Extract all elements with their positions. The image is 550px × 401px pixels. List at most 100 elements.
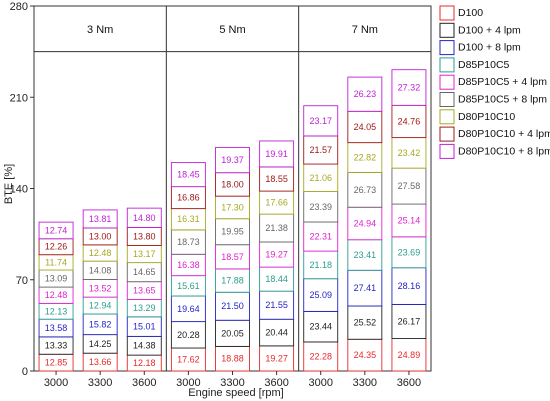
bar-segment [259, 213, 295, 243]
segment-label: 13.29 [133, 303, 156, 313]
bar-segment [215, 218, 250, 246]
segment-label: 26.23 [354, 89, 377, 99]
segment-label: 22.31 [309, 232, 332, 242]
segment-label: 12.48 [45, 290, 68, 300]
bar-segment [391, 167, 427, 205]
y-tick-label: 210 [10, 92, 28, 104]
legend-label: D85P10C5 + 8 lpm [458, 94, 547, 106]
bar-segment [347, 239, 383, 271]
bar-segment [259, 241, 295, 268]
segment-label: 18.44 [265, 274, 288, 284]
legend-label: D100 + 4 lpm [458, 24, 521, 36]
x-tick-label: 3000 [308, 377, 332, 389]
segment-label: 23.44 [309, 322, 332, 332]
bar-segment [347, 76, 383, 112]
bar-segment [303, 310, 339, 343]
segment-label: 20.44 [265, 328, 288, 338]
bar-segment [259, 345, 295, 372]
x-tick-label: 3300 [220, 377, 244, 389]
x-tick-label: 3600 [132, 377, 156, 389]
group-title: 5 Nm [219, 24, 245, 36]
segment-label: 23.41 [354, 250, 377, 260]
segment-label: 24.05 [354, 122, 377, 132]
legend-label: D100 [458, 7, 483, 19]
segment-label: 15.01 [133, 322, 156, 332]
segment-label: 14.65 [133, 267, 156, 277]
segment-label: 18.45 [177, 170, 200, 180]
bar-segment [391, 137, 427, 169]
segment-label: 18.55 [265, 174, 288, 184]
segment-label: 14.80 [133, 213, 156, 223]
bar-segment [170, 321, 206, 349]
legend-label: D80P10C10 + 8 lpm [458, 145, 550, 157]
bar-segment [259, 166, 295, 192]
segment-label: 18.88 [221, 354, 244, 364]
bar-segment [303, 105, 339, 137]
segment-label: 13.80 [133, 231, 156, 241]
segment-label: 14.08 [89, 265, 112, 275]
legend-swatch [439, 57, 455, 73]
legend-label: D80P10C10 + 4 lpm [458, 128, 550, 140]
segment-label: 14.25 [89, 339, 112, 349]
segment-label: 23.42 [398, 148, 421, 158]
segment-label: 26.17 [398, 316, 421, 326]
segment-label: 16.86 [177, 193, 200, 203]
x-axis-title: Engine speed [rpm] [188, 387, 283, 399]
x-tick-label: 3000 [44, 377, 68, 389]
x-tick-label: 3300 [353, 377, 377, 389]
segment-label: 21.57 [309, 145, 332, 155]
plot-area: 3 Nm 5 Nm 7 Nm 0 70 140 210 280 12.85 13.33 13.58 1… [10, 1, 432, 389]
bar-segment [391, 338, 427, 372]
x-tick-label: 3600 [264, 377, 288, 389]
bar-segment [391, 267, 427, 305]
segment-label: 17.66 [265, 198, 288, 208]
y-axis-title: BTE [%] [3, 164, 15, 204]
bar-segment [170, 229, 206, 255]
bar-segment [303, 250, 339, 280]
segment-label: 23.69 [398, 247, 421, 257]
x-tick-label: 3000 [176, 377, 200, 389]
bar-segment [215, 244, 250, 270]
segment-label: 12.18 [133, 358, 156, 368]
bar-segment [347, 269, 383, 307]
y-tick-label: 280 [10, 1, 28, 13]
segment-label: 27.41 [354, 283, 377, 293]
segment-label: 11.74 [45, 257, 67, 267]
segment-label: 12.48 [89, 248, 112, 258]
x-tick-label: 3600 [397, 377, 421, 389]
segment-label: 24.94 [354, 218, 377, 228]
segment-label: 13.66 [89, 357, 112, 367]
group-title: 3 Nm [87, 24, 113, 36]
segment-label: 25.09 [309, 290, 332, 300]
segment-label: 27.32 [398, 83, 421, 93]
bar-segment [170, 162, 206, 188]
segment-label: 20.05 [221, 328, 244, 338]
segment-label: 18.00 [221, 179, 244, 189]
bar-segment [303, 341, 339, 372]
bar-segment [170, 295, 206, 323]
segment-label: 21.50 [221, 301, 244, 311]
segment-label: 17.62 [177, 355, 200, 365]
bar-segment [82, 209, 118, 229]
segment-label: 22.28 [309, 351, 332, 361]
segment-label: 20.28 [177, 330, 200, 340]
bar-segment [347, 110, 383, 144]
segment-label: 13.52 [89, 283, 112, 293]
bar-segment [347, 142, 383, 173]
segment-label: 18.73 [177, 237, 200, 247]
segment-label: 12.13 [45, 306, 68, 316]
segment-label: 13.33 [45, 341, 68, 351]
segment-label: 16.31 [177, 214, 200, 224]
legend-label: D85P10C5 [458, 59, 510, 71]
segment-label: 13.17 [133, 249, 156, 259]
legend-swatch [439, 40, 455, 56]
x-tick-label: 3300 [88, 377, 112, 389]
segment-label: 15.82 [89, 319, 112, 329]
segment-label: 12.26 [45, 242, 68, 252]
bar-segment [126, 207, 162, 228]
segment-label: 24.76 [398, 116, 421, 126]
segment-label: 25.52 [354, 318, 377, 328]
bar-segment [391, 69, 427, 106]
segment-label: 14.38 [133, 341, 156, 351]
